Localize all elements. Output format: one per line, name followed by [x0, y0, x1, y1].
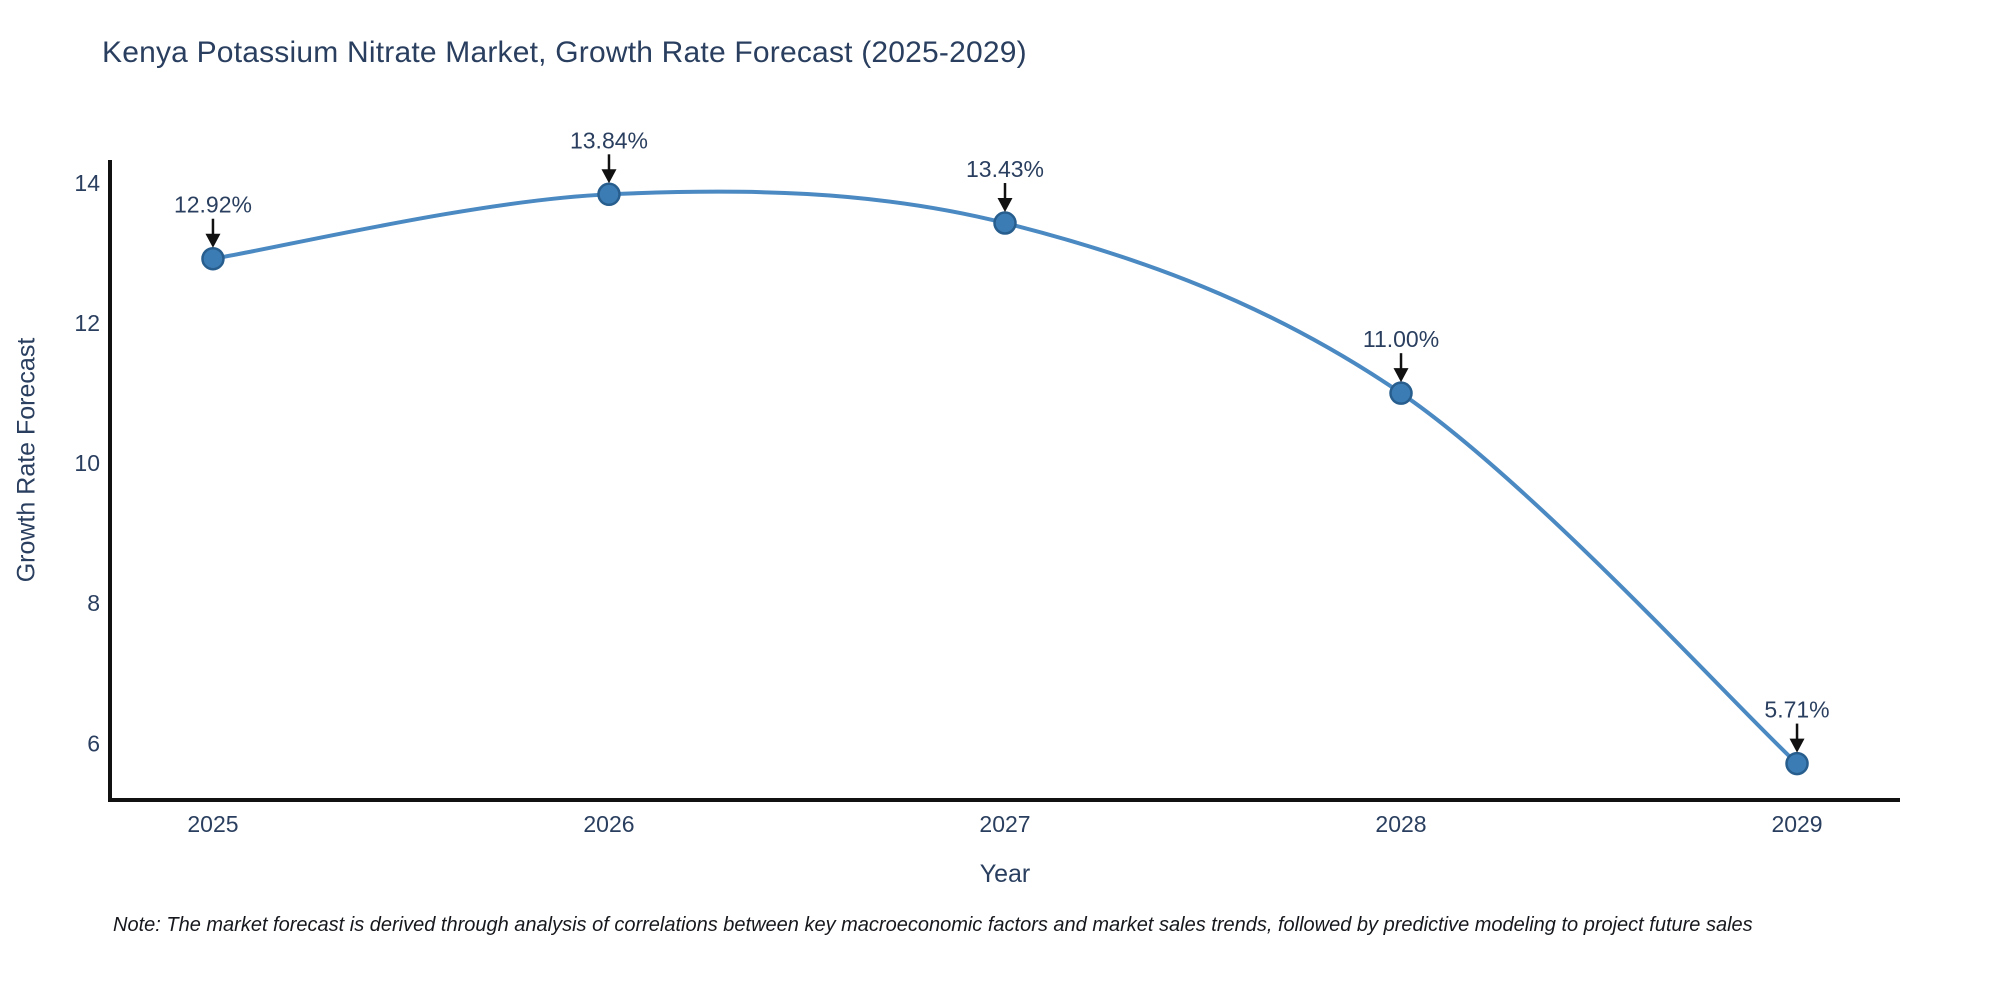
trend-line	[210, 189, 1800, 766]
point-value-label: 5.71%	[1764, 697, 1829, 723]
y-axis-title: Growth Rate Forecast	[12, 337, 41, 583]
y-tick-label: 8	[87, 590, 100, 616]
point-value-label: 11.00%	[1363, 326, 1439, 352]
y-tick-label: 6	[87, 730, 100, 756]
x-axis-title: Year	[979, 860, 1031, 888]
point-value-label: 12.92%	[174, 192, 252, 218]
data-point	[201, 246, 225, 271]
axis-lines	[108, 160, 1900, 802]
y-tick-label: 14	[74, 170, 100, 196]
annotation-arrowhead	[1789, 738, 1805, 753]
point-value-label: 13.84%	[570, 127, 648, 153]
x-tick-label: 2027	[979, 811, 1030, 837]
data-point	[1785, 751, 1809, 776]
x-tick-label: 2026	[583, 811, 634, 837]
x-tick-label: 2029	[1771, 811, 1822, 837]
chart-title: Kenya Potassium Nitrate Market, Growth R…	[102, 36, 1027, 69]
x-tick-label: 2025	[187, 811, 238, 837]
data-point	[597, 182, 621, 207]
x-tick-label: 2028	[1375, 811, 1426, 837]
data-point	[1389, 381, 1413, 405]
point-value-label: 13.43%	[966, 156, 1044, 182]
y-tick-label: 10	[74, 450, 100, 476]
y-tick-label: 12	[74, 310, 100, 336]
annotation-arrowhead	[997, 198, 1013, 213]
annotation-arrowhead	[1393, 368, 1409, 383]
data-point	[993, 211, 1017, 235]
footnote: Note: The market forecast is derived thr…	[113, 914, 1753, 936]
annotation-arrowhead	[205, 233, 221, 248]
annotation-arrowhead	[601, 169, 617, 184]
